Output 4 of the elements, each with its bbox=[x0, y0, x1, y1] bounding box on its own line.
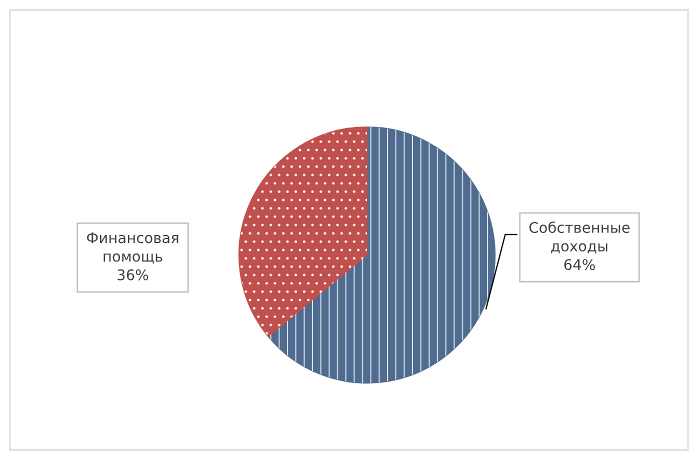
data-label: 36% bbox=[118, 269, 148, 280]
data-label: 64% bbox=[564, 259, 595, 270]
slice-label: Собственные доходы bbox=[529, 221, 630, 254]
slice-label: Финансовая помощь bbox=[86, 232, 178, 264]
